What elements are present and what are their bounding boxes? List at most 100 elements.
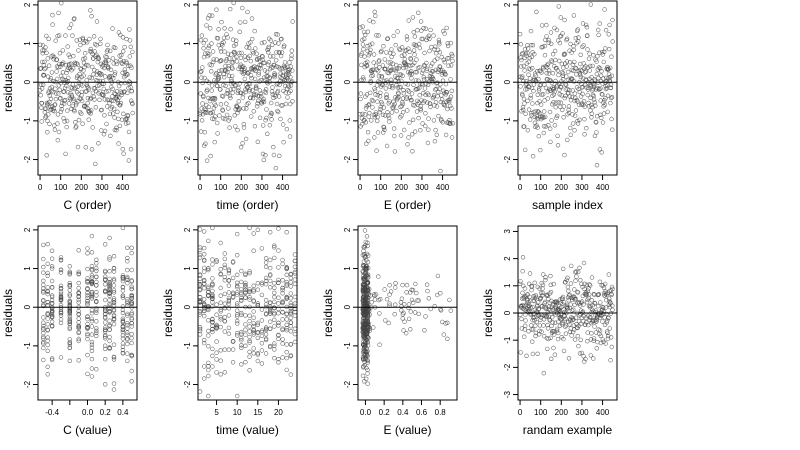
data-point <box>239 50 244 56</box>
x-tick-label: 300 <box>415 183 429 192</box>
data-point <box>407 49 412 54</box>
data-point <box>288 324 293 329</box>
data-point <box>206 267 211 273</box>
data-point <box>247 297 252 302</box>
data-point <box>288 88 293 94</box>
data-point <box>406 135 411 140</box>
y-tick-label: 1 <box>183 266 192 271</box>
data-point <box>582 70 588 75</box>
data-point <box>292 252 298 257</box>
data-point <box>41 73 46 78</box>
data-point <box>582 322 588 327</box>
data-point <box>95 83 100 89</box>
data-point <box>209 62 214 68</box>
data-point <box>206 373 211 379</box>
data-point <box>59 1 64 6</box>
data-point <box>390 105 395 110</box>
data-point <box>102 336 108 341</box>
data-point <box>384 95 390 100</box>
data-point <box>555 68 560 73</box>
data-point <box>113 45 118 51</box>
data-point <box>120 341 126 346</box>
data-point <box>542 114 548 120</box>
data-point <box>278 116 283 122</box>
data-point <box>66 75 71 81</box>
data-point <box>218 87 223 92</box>
data-point <box>384 297 390 302</box>
data-point <box>88 108 94 113</box>
data-point <box>41 278 46 283</box>
data-point <box>102 113 107 118</box>
data-point <box>258 91 263 96</box>
data-point <box>542 98 547 103</box>
data-point <box>610 17 615 23</box>
data-point <box>422 328 427 333</box>
data-point <box>53 91 59 96</box>
data-point <box>437 50 443 55</box>
data-point <box>290 68 295 73</box>
data-point <box>256 72 261 77</box>
data-point <box>603 341 608 346</box>
y-tick-label: -1 <box>343 117 352 125</box>
data-point <box>587 68 592 73</box>
data-point <box>447 96 453 102</box>
data-point <box>395 85 400 90</box>
data-point <box>288 280 293 285</box>
data-point <box>94 367 99 372</box>
data-point <box>117 95 122 100</box>
data-point <box>399 308 404 313</box>
data-point <box>426 116 431 121</box>
data-point <box>111 322 117 327</box>
data-point <box>390 85 395 91</box>
data-point <box>45 289 50 294</box>
data-point <box>67 272 73 277</box>
data-point <box>364 92 370 97</box>
data-point <box>85 278 90 284</box>
data-point <box>218 293 223 298</box>
data-point <box>120 336 126 341</box>
data-point <box>119 90 125 96</box>
data-point <box>411 30 416 35</box>
data-point <box>111 278 117 283</box>
data-point <box>530 42 536 48</box>
data-point <box>376 69 381 74</box>
data-point <box>125 113 131 119</box>
data-point <box>531 298 537 304</box>
data-point <box>526 329 531 334</box>
data-point <box>517 31 523 37</box>
data-point <box>567 322 572 327</box>
data-point <box>244 106 249 111</box>
data-point <box>361 349 366 354</box>
data-point <box>252 76 258 82</box>
data-point <box>211 57 216 62</box>
data-point <box>522 101 527 106</box>
data-point <box>243 327 248 332</box>
x-tick-label: 300 <box>255 183 269 192</box>
data-point <box>235 308 240 313</box>
data-point <box>96 56 102 61</box>
data-point <box>234 59 240 64</box>
data-point <box>362 348 367 353</box>
data-point <box>51 106 57 112</box>
data-point <box>251 287 256 293</box>
data-point <box>372 292 377 297</box>
data-point <box>595 53 600 59</box>
data-point <box>122 67 128 72</box>
data-point <box>209 88 215 93</box>
data-point <box>102 274 108 279</box>
data-point <box>251 50 256 56</box>
data-point <box>609 284 615 290</box>
data-point <box>252 28 257 34</box>
data-point <box>553 78 558 84</box>
data-point <box>533 79 539 84</box>
data-point <box>367 51 373 56</box>
data-point <box>263 351 269 356</box>
data-point <box>395 76 401 81</box>
data-point <box>601 285 607 290</box>
data-point <box>448 94 454 99</box>
data-point <box>263 87 269 92</box>
data-point <box>363 32 368 38</box>
data-point <box>79 98 85 104</box>
